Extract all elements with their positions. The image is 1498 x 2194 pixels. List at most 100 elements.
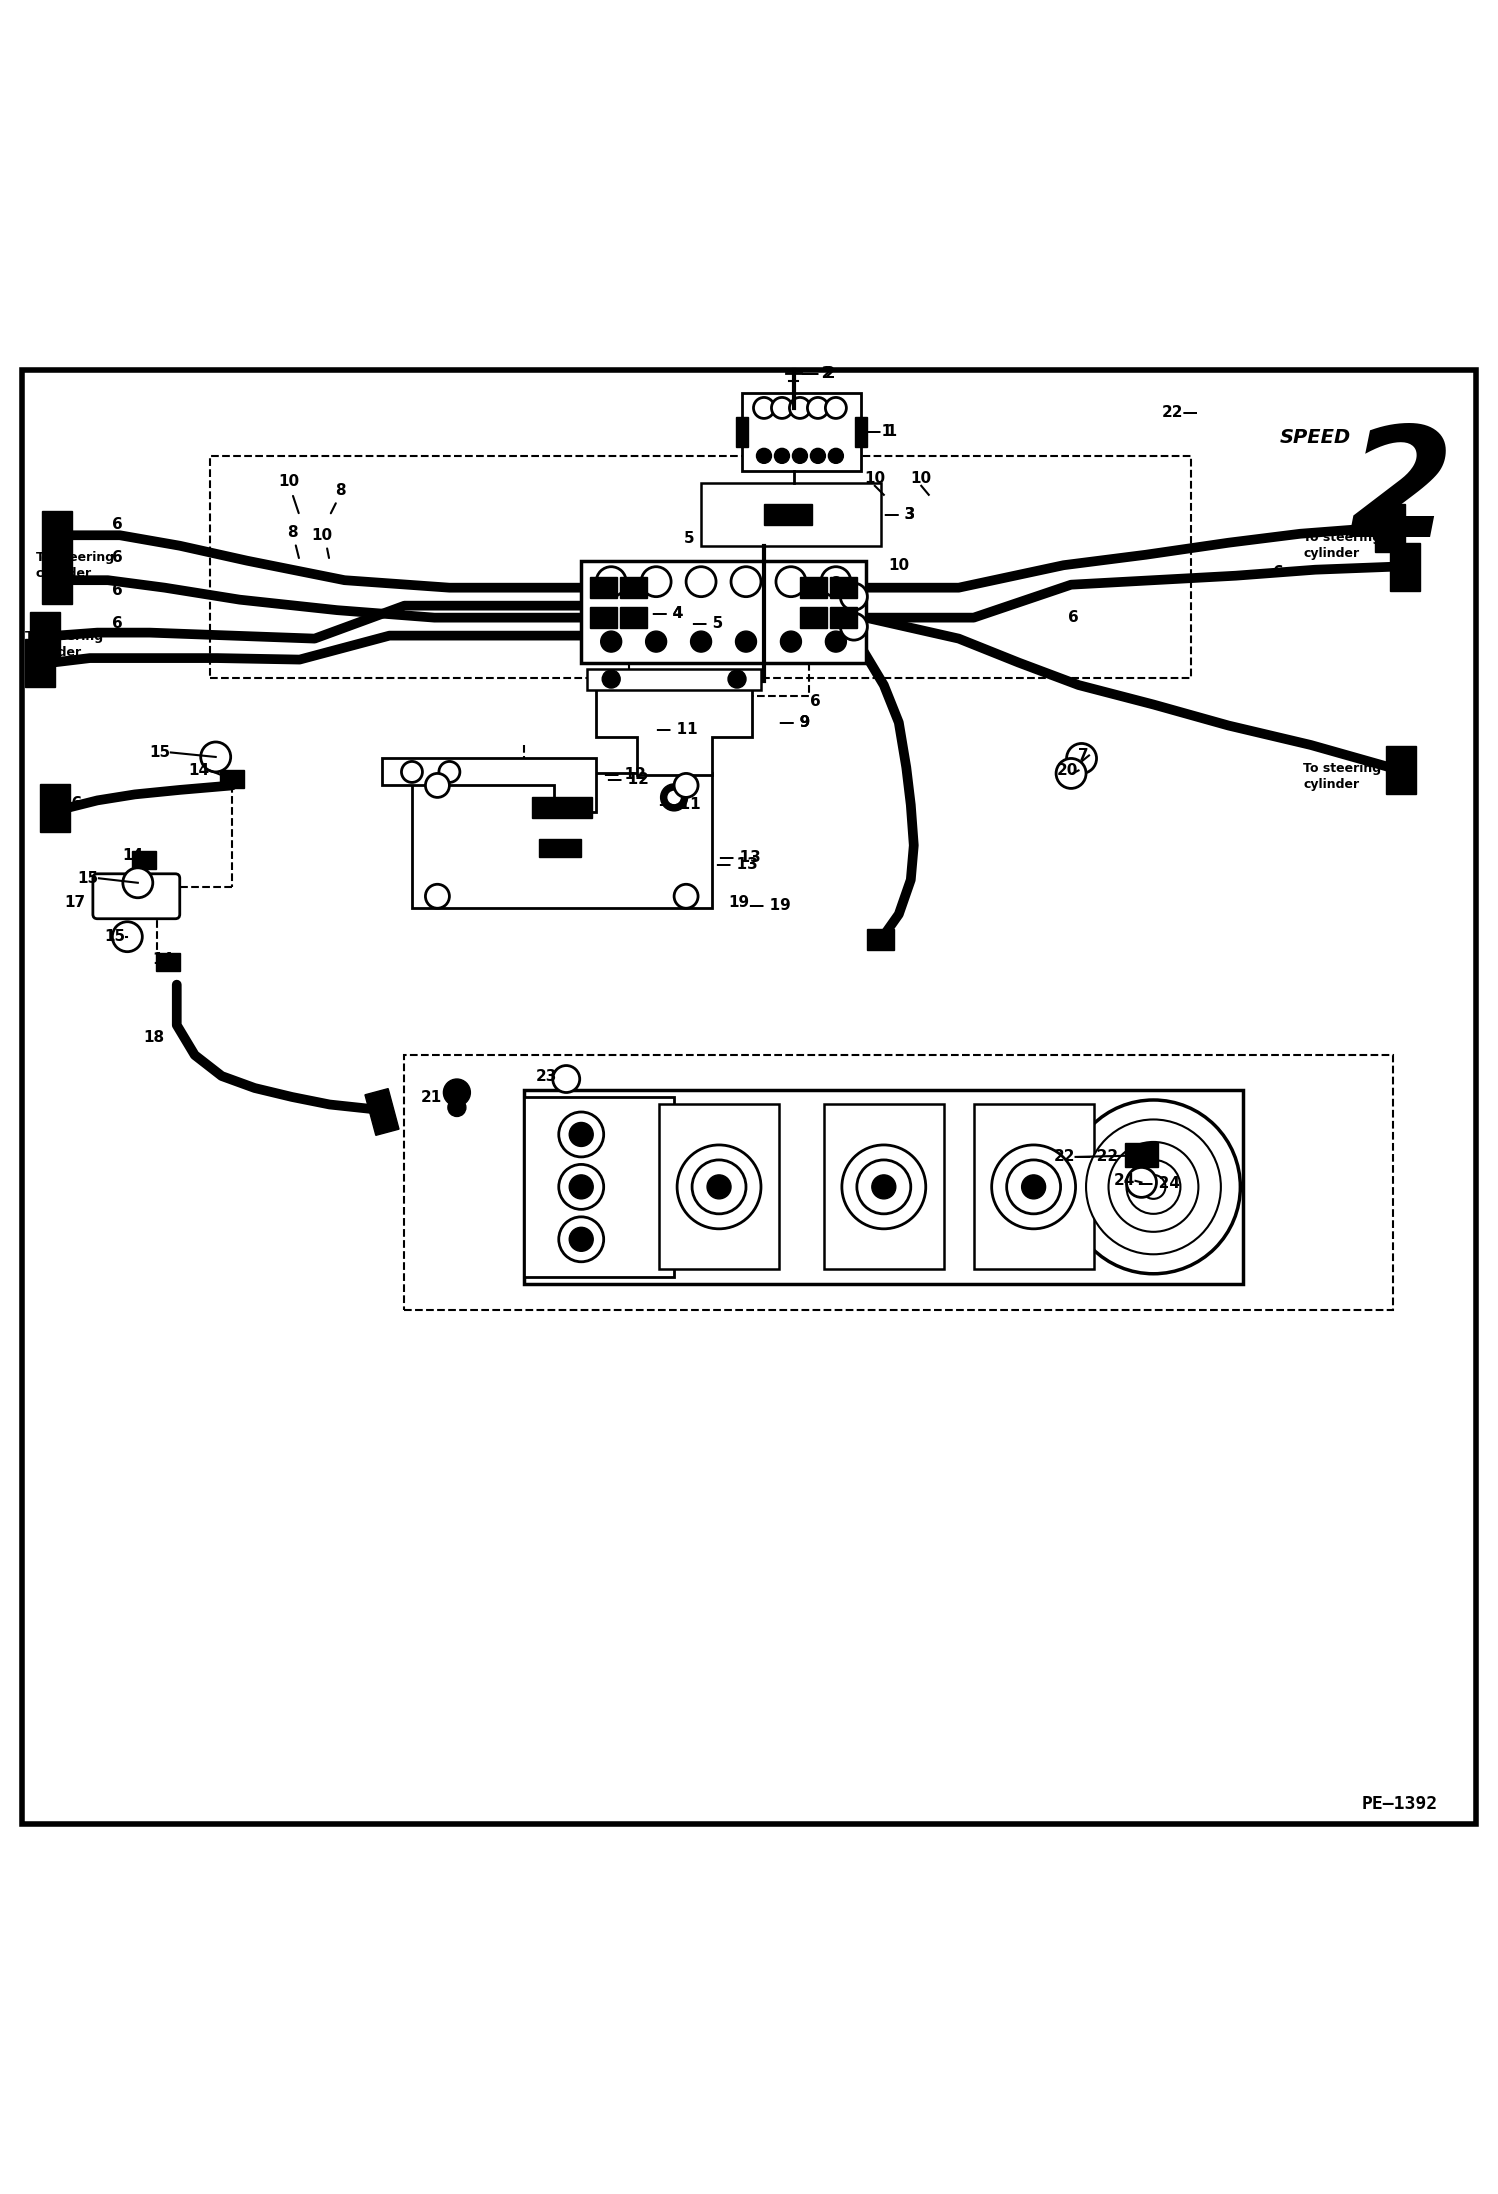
Text: 14: 14 bbox=[123, 849, 144, 862]
Bar bbox=[539, 840, 581, 858]
Circle shape bbox=[691, 632, 712, 652]
Circle shape bbox=[559, 1112, 604, 1156]
Circle shape bbox=[448, 1099, 466, 1117]
Text: — 12: — 12 bbox=[604, 768, 646, 783]
Text: 5: 5 bbox=[683, 531, 695, 546]
Circle shape bbox=[807, 397, 828, 419]
Circle shape bbox=[789, 397, 810, 419]
Bar bbox=[800, 577, 827, 599]
Bar bbox=[620, 608, 647, 627]
Bar bbox=[590, 577, 617, 599]
Circle shape bbox=[1141, 1176, 1165, 1198]
Circle shape bbox=[825, 632, 846, 652]
Bar bbox=[701, 483, 881, 546]
Bar bbox=[42, 511, 72, 559]
Circle shape bbox=[872, 1176, 896, 1198]
Text: 17: 17 bbox=[64, 895, 85, 911]
Circle shape bbox=[728, 669, 746, 689]
Circle shape bbox=[439, 761, 460, 783]
Circle shape bbox=[1109, 1141, 1198, 1231]
Text: 6: 6 bbox=[112, 617, 123, 632]
Text: 2: 2 bbox=[1348, 421, 1453, 568]
Circle shape bbox=[443, 1079, 470, 1106]
Text: — 19: — 19 bbox=[749, 897, 791, 913]
Text: 8: 8 bbox=[286, 524, 298, 540]
Circle shape bbox=[840, 612, 867, 641]
Text: 6: 6 bbox=[112, 584, 123, 599]
Circle shape bbox=[569, 1226, 593, 1251]
Text: To steering
cylinder: To steering cylinder bbox=[1303, 531, 1381, 559]
Text: — 4: — 4 bbox=[652, 606, 683, 621]
Polygon shape bbox=[382, 759, 596, 812]
Circle shape bbox=[661, 783, 688, 812]
Text: 14: 14 bbox=[189, 764, 210, 779]
Bar bbox=[220, 770, 244, 788]
Bar bbox=[830, 577, 857, 599]
Circle shape bbox=[112, 921, 142, 952]
Circle shape bbox=[821, 566, 851, 597]
Bar bbox=[42, 557, 72, 603]
Bar bbox=[620, 577, 647, 599]
Text: 18: 18 bbox=[144, 1029, 165, 1044]
Circle shape bbox=[686, 566, 716, 597]
Circle shape bbox=[840, 584, 867, 610]
Bar bbox=[532, 796, 592, 818]
Circle shape bbox=[992, 1145, 1076, 1229]
Circle shape bbox=[692, 1161, 746, 1213]
Text: 14: 14 bbox=[153, 952, 174, 968]
Circle shape bbox=[674, 884, 698, 908]
Text: — 13: — 13 bbox=[716, 858, 758, 873]
Circle shape bbox=[753, 397, 774, 419]
Text: SPEED: SPEED bbox=[1279, 428, 1351, 448]
Bar bbox=[366, 1088, 398, 1134]
Circle shape bbox=[553, 1066, 580, 1093]
Circle shape bbox=[792, 448, 807, 463]
Bar bbox=[404, 1055, 1393, 1310]
Text: — 9: — 9 bbox=[779, 715, 810, 731]
Circle shape bbox=[731, 566, 761, 597]
Circle shape bbox=[857, 1161, 911, 1213]
Circle shape bbox=[1126, 1167, 1156, 1198]
Text: 19: 19 bbox=[728, 895, 749, 911]
Circle shape bbox=[559, 1165, 604, 1209]
Circle shape bbox=[425, 774, 449, 796]
Text: 7: 7 bbox=[1079, 748, 1089, 764]
Bar bbox=[25, 638, 55, 687]
Bar bbox=[1375, 505, 1405, 551]
Circle shape bbox=[828, 448, 843, 463]
Text: To steering
cylinder: To steering cylinder bbox=[36, 551, 114, 579]
Bar bbox=[974, 1104, 1094, 1270]
Bar bbox=[210, 456, 1191, 678]
Circle shape bbox=[1067, 744, 1097, 774]
Text: 10: 10 bbox=[312, 529, 333, 542]
Text: 10: 10 bbox=[279, 474, 300, 489]
Text: 22: 22 bbox=[1055, 1150, 1076, 1165]
Text: 6: 6 bbox=[1068, 610, 1079, 625]
Bar bbox=[855, 417, 867, 448]
Text: 6: 6 bbox=[112, 551, 123, 566]
Circle shape bbox=[1056, 759, 1086, 788]
Text: 10: 10 bbox=[911, 472, 932, 485]
Text: — 1: — 1 bbox=[866, 423, 897, 439]
Text: — 13: — 13 bbox=[719, 849, 761, 864]
Circle shape bbox=[602, 669, 620, 689]
Circle shape bbox=[601, 632, 622, 652]
Text: — 24: — 24 bbox=[1138, 1176, 1180, 1191]
Circle shape bbox=[201, 742, 231, 772]
Text: 6: 6 bbox=[1273, 566, 1284, 579]
Text: 24: 24 bbox=[1115, 1174, 1135, 1189]
Bar bbox=[824, 1104, 944, 1270]
Text: To steering
cylinder: To steering cylinder bbox=[1303, 761, 1381, 790]
Circle shape bbox=[674, 774, 698, 796]
Text: 20: 20 bbox=[1058, 764, 1079, 779]
Bar bbox=[736, 417, 748, 448]
Circle shape bbox=[569, 1123, 593, 1147]
Bar bbox=[524, 1097, 674, 1277]
Circle shape bbox=[1086, 1119, 1221, 1255]
Bar bbox=[1125, 1143, 1158, 1167]
Text: — 1: — 1 bbox=[861, 423, 893, 439]
Circle shape bbox=[559, 1218, 604, 1262]
Circle shape bbox=[776, 566, 806, 597]
Circle shape bbox=[810, 448, 825, 463]
Text: 16: 16 bbox=[61, 796, 82, 812]
